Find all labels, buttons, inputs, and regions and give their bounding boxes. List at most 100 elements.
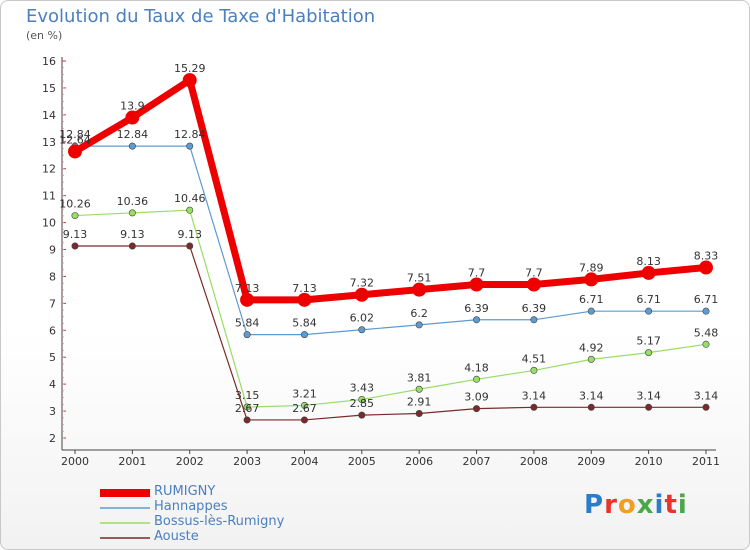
data-label: 6.39 <box>522 302 547 315</box>
data-point <box>415 321 423 329</box>
data-point <box>412 282 427 297</box>
data-point <box>243 403 251 411</box>
data-label: 5.17 <box>636 335 661 348</box>
data-label: 9.13 <box>177 228 202 241</box>
data-point <box>71 242 79 250</box>
proxiti-logo: Proxiti <box>584 490 688 520</box>
data-point <box>243 416 251 424</box>
x-tick-label: 2011 <box>692 455 720 468</box>
data-label: 3.14 <box>694 389 719 402</box>
data-point <box>186 242 194 250</box>
data-point <box>128 209 136 217</box>
y-tick-label: 13 <box>42 136 56 149</box>
data-label: 7.51 <box>407 272 432 285</box>
data-point <box>300 401 308 409</box>
y-tick-label: 9 <box>49 244 56 257</box>
data-label: 5.48 <box>694 326 719 339</box>
data-label: 5.84 <box>235 317 260 330</box>
data-label: 12.84 <box>59 128 91 141</box>
y-tick-label: 2 <box>49 432 56 445</box>
data-point <box>645 349 653 357</box>
data-label: 8.33 <box>694 250 719 263</box>
data-point <box>354 287 369 302</box>
data-label: 6.71 <box>579 293 604 306</box>
data-point <box>125 110 140 125</box>
data-point <box>702 307 710 315</box>
data-label: 6.71 <box>636 293 661 306</box>
data-point <box>587 307 595 315</box>
data-label: 2.91 <box>407 395 432 408</box>
series-line-bossus-lès-rumigny <box>74 209 707 408</box>
data-point <box>530 316 538 324</box>
data-point <box>68 144 82 159</box>
data-label: 3.21 <box>292 387 317 400</box>
series-line-rumigny <box>73 76 707 304</box>
data-point <box>358 395 366 403</box>
data-point <box>300 331 308 339</box>
legend-label: RUMIGNY <box>154 484 216 499</box>
x-tick-label: 2010 <box>635 455 663 468</box>
series-lines <box>73 76 707 421</box>
data-point <box>415 409 423 417</box>
data-label: 6.71 <box>694 293 719 306</box>
series-line-aouste <box>75 245 706 421</box>
legend-label: Hannappes <box>154 499 228 514</box>
data-label: 2.67 <box>292 402 317 415</box>
data-label: 9.13 <box>63 228 88 241</box>
data-point <box>186 142 194 150</box>
legend-label: Bossus-lès-Rumigny <box>154 514 285 529</box>
x-tick-label: 2001 <box>118 455 146 468</box>
data-point <box>473 375 481 383</box>
data-label: 4.51 <box>522 352 547 365</box>
data-point <box>182 73 197 88</box>
data-label: 7.13 <box>235 282 260 295</box>
x-tick-label: 2003 <box>233 455 261 468</box>
y-tick-label: 4 <box>49 378 56 391</box>
data-point <box>641 265 656 280</box>
data-label: 3.43 <box>350 381 375 394</box>
y-tick-label: 11 <box>42 190 56 203</box>
data-point <box>358 411 366 419</box>
data-point <box>243 331 251 339</box>
data-point <box>300 416 308 424</box>
data-point <box>587 355 595 363</box>
data-point <box>186 206 194 214</box>
series-line-hannappes <box>75 145 706 336</box>
y-tick-label: 10 <box>42 217 56 230</box>
data-label: 8.13 <box>636 255 661 268</box>
data-label: 9.13 <box>120 228 145 241</box>
y-tick-label: 3 <box>49 405 56 418</box>
data-label: 2.85 <box>350 397 375 410</box>
data-point <box>473 316 481 324</box>
data-label: 7.32 <box>350 277 375 290</box>
data-point <box>128 242 136 250</box>
x-tick-label: 2009 <box>577 455 605 468</box>
data-label: 10.26 <box>59 198 91 211</box>
data-point <box>297 292 312 307</box>
data-labels: 9.13 9.13 9.13 2.67 2.67 2.85 2.91 3.09 3.14 3.14… <box>59 62 718 415</box>
data-point <box>702 340 710 348</box>
data-label: 5.84 <box>292 317 317 330</box>
data-point <box>358 326 366 334</box>
data-point <box>530 366 538 374</box>
data-label: 4.18 <box>464 361 489 374</box>
x-tick-label: 2008 <box>520 455 548 468</box>
axes: 2 3 4 5 6 7 8 9 10 11 12 13 14 15 16 2000 2001 2002 2003 20… <box>42 55 720 468</box>
data-label: 2.67 <box>235 402 260 415</box>
data-label: 12.84 <box>117 128 149 141</box>
data-label: 3.14 <box>579 389 604 402</box>
chart-title: Evolution du Taux de Taxe d'Habitation <box>26 6 376 27</box>
y-tick-label: 16 <box>42 55 56 68</box>
data-point <box>469 277 484 292</box>
chart-unit: (en %) <box>26 29 63 42</box>
data-point <box>128 142 136 150</box>
data-label: 15.29 <box>174 62 206 75</box>
x-tick-label: 2000 <box>61 455 89 468</box>
data-label: 10.36 <box>117 195 149 208</box>
data-point <box>473 405 481 413</box>
data-point <box>645 307 653 315</box>
data-label: 7.7 <box>525 267 543 280</box>
data-label: 12.84 <box>174 128 206 141</box>
data-point <box>415 385 423 393</box>
